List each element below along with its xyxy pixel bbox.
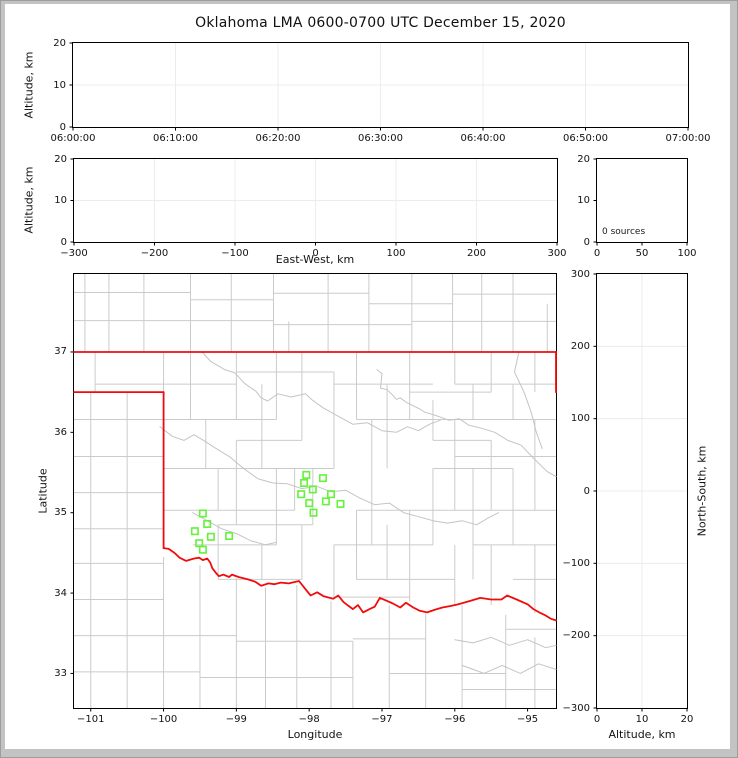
map-xlabel: Longitude bbox=[287, 728, 343, 741]
alt_histogram-ytick: 0 bbox=[583, 236, 590, 248]
map-xtick: −100 bbox=[149, 714, 178, 725]
time_altitude-xtick: 07:00:00 bbox=[665, 133, 711, 144]
alt_histogram-xtick: 100 bbox=[677, 248, 697, 259]
eastwest-altitude-panel[interactable] bbox=[70, 158, 558, 246]
map-ytick: 36 bbox=[54, 426, 67, 438]
alt_histogram-ytick: 10 bbox=[577, 195, 590, 206]
ns_altitude-xtick: 0 bbox=[593, 714, 601, 725]
time_altitude-xtick: 06:10:00 bbox=[153, 133, 198, 144]
ns_altitude-ytick: −300 bbox=[562, 702, 590, 714]
map-ytick: 37 bbox=[54, 346, 67, 358]
time-altitude-panel[interactable] bbox=[69, 42, 689, 131]
lma-source-marker bbox=[195, 539, 204, 548]
alt_histogram-xtick: 50 bbox=[635, 248, 649, 259]
lma-source-marker bbox=[300, 479, 309, 488]
lma-source-marker bbox=[302, 470, 311, 479]
ns_altitude-ytick: 0 bbox=[583, 485, 590, 497]
ns-panel-right-ylabel: North-South, km bbox=[695, 445, 709, 537]
time_altitude-xtick: 06:00:00 bbox=[50, 133, 96, 144]
ew_altitude-xtick: 200 bbox=[466, 248, 487, 259]
ns_altitude-ytick: 100 bbox=[570, 413, 590, 425]
map-xtick: −95 bbox=[517, 714, 539, 725]
ew_altitude-xtick: −300 bbox=[60, 248, 88, 259]
ew_altitude-xtick: 100 bbox=[386, 248, 406, 259]
altitude-histogram-panel[interactable]: 0 sources bbox=[593, 158, 688, 246]
alt_histogram-ytick: 20 bbox=[577, 153, 590, 165]
lma-source-marker bbox=[206, 532, 215, 541]
northsouth-altitude-panel[interactable] bbox=[593, 273, 688, 712]
time_altitude-xtick: 06:20:00 bbox=[255, 133, 301, 144]
lma-source-marker bbox=[198, 509, 207, 518]
ns-panel-xlabel: Altitude, km bbox=[608, 728, 676, 741]
source-count-annotation: 0 sources bbox=[602, 227, 646, 237]
lma-source-marker bbox=[198, 545, 207, 554]
lma-source-marker bbox=[297, 490, 306, 499]
ew_altitude-xtick: −100 bbox=[221, 248, 249, 259]
ew_altitude-xtick: 0 bbox=[312, 248, 319, 259]
figure-title: Oklahoma LMA 0600-0700 UTC December 15, … bbox=[195, 15, 566, 31]
ew_altitude-ytick: 20 bbox=[54, 153, 67, 165]
map-xtick: −96 bbox=[444, 714, 466, 725]
map-xtick: −101 bbox=[77, 714, 105, 725]
time_altitude-xtick: 06:40:00 bbox=[460, 133, 506, 144]
lma-source-marker bbox=[336, 499, 345, 508]
time_altitude-ytick: 0 bbox=[59, 121, 66, 133]
ew_altitude-plot-svg bbox=[70, 158, 558, 246]
map-ytick: 33 bbox=[54, 667, 67, 679]
ew_altitude-xtick: 300 bbox=[547, 248, 567, 259]
ew-panel-xlabel: East-West, km bbox=[275, 253, 355, 266]
ns_altitude-plot-svg bbox=[593, 273, 688, 712]
lma-source-marker bbox=[309, 508, 318, 517]
map-xtick: −99 bbox=[225, 714, 247, 725]
lma-source-marker bbox=[308, 485, 317, 494]
lma-source-marker bbox=[190, 527, 199, 536]
time_altitude-ytick: 20 bbox=[53, 37, 66, 49]
ns_altitude-ytick: −200 bbox=[562, 630, 590, 642]
map-ytick: 35 bbox=[54, 507, 67, 519]
ew_altitude-ytick: 0 bbox=[60, 236, 67, 248]
lma-source-marker bbox=[225, 531, 234, 540]
time_altitude-xtick: 06:30:00 bbox=[358, 133, 403, 144]
lma-source-marker bbox=[327, 490, 336, 499]
lma-source-marker bbox=[203, 520, 212, 529]
ew_altitude-ytick: 10 bbox=[54, 195, 67, 206]
ew_altitude-xtick: −200 bbox=[140, 248, 169, 259]
lma-source-marker bbox=[321, 497, 330, 506]
map-xtick: −98 bbox=[298, 714, 320, 725]
ns_altitude-ytick: 200 bbox=[570, 340, 590, 352]
plan-view-map-panel[interactable] bbox=[70, 273, 557, 712]
map-ytick: 34 bbox=[54, 587, 67, 599]
figure-canvas: Oklahoma LMA 0600-0700 UTC December 15, … bbox=[5, 4, 730, 749]
ns_altitude-ytick: 300 bbox=[570, 268, 590, 280]
time_altitude-ytick: 10 bbox=[53, 79, 66, 91]
map-plot-svg bbox=[70, 274, 557, 712]
time_altitude-plot-svg bbox=[69, 42, 689, 131]
ns_altitude-ytick: −100 bbox=[562, 557, 590, 569]
alt_histogram-xtick: 0 bbox=[593, 248, 601, 259]
ns_altitude-xtick: 10 bbox=[635, 714, 649, 725]
alt_histogram-plot-svg bbox=[593, 158, 688, 246]
time_altitude-xtick: 06:50:00 bbox=[563, 133, 608, 144]
lma-source-marker bbox=[319, 474, 328, 483]
lma-source-marker bbox=[305, 499, 314, 508]
map-xtick: −97 bbox=[371, 714, 393, 725]
ns_altitude-xtick: 20 bbox=[680, 714, 694, 725]
